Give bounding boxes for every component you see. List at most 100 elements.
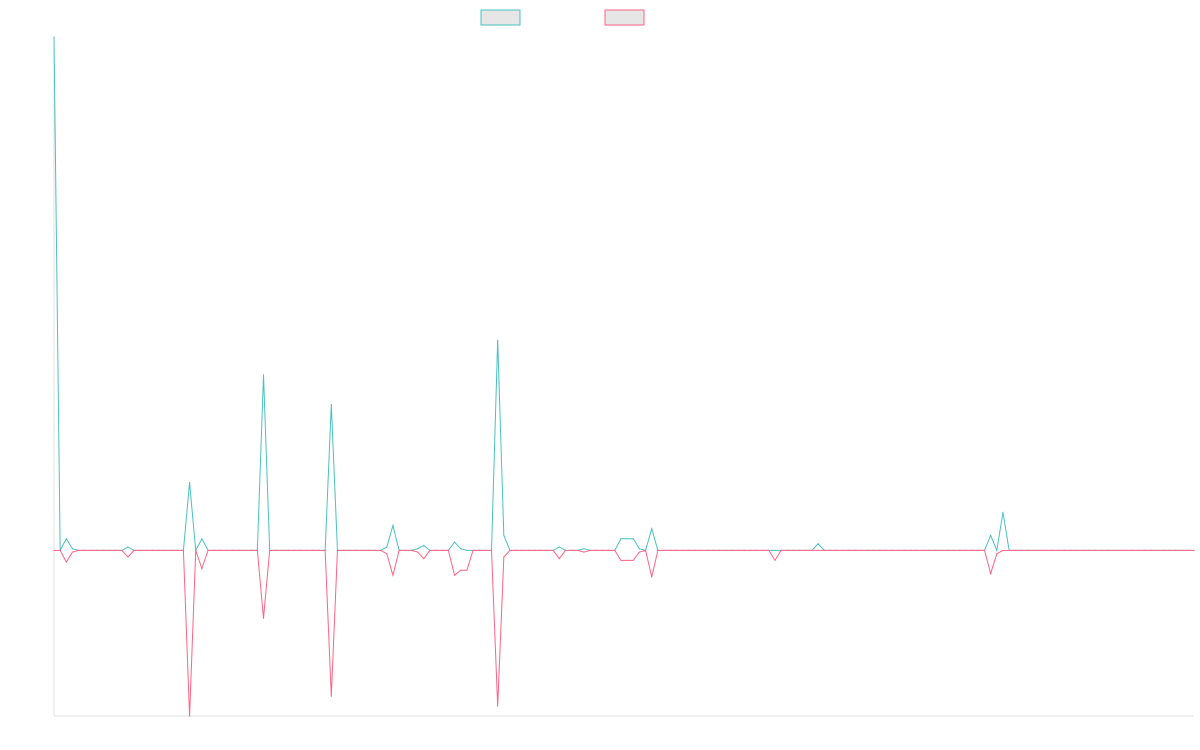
data-point[interactable] xyxy=(891,549,893,551)
data-point[interactable] xyxy=(835,549,838,551)
data-point[interactable] xyxy=(1119,549,1121,551)
data-point[interactable] xyxy=(534,549,536,551)
data-point[interactable] xyxy=(725,549,727,551)
data-point[interactable] xyxy=(244,549,246,551)
data-point[interactable] xyxy=(115,549,117,551)
data-point[interactable] xyxy=(688,549,690,551)
data-point[interactable] xyxy=(398,549,400,551)
data-point[interactable] xyxy=(324,549,326,551)
data-point[interactable] xyxy=(466,549,468,551)
data-point[interactable] xyxy=(355,549,357,551)
data-point[interactable] xyxy=(589,549,591,551)
data-point[interactable] xyxy=(959,549,961,551)
data-point[interactable] xyxy=(145,549,148,551)
data-point[interactable] xyxy=(170,549,172,551)
data-point[interactable] xyxy=(127,546,129,548)
data-point[interactable] xyxy=(503,556,505,558)
data-point[interactable] xyxy=(225,549,228,551)
data-point[interactable] xyxy=(872,549,875,551)
data-point[interactable] xyxy=(669,549,671,551)
data-point[interactable] xyxy=(71,548,74,550)
data-point[interactable] xyxy=(373,549,376,551)
data-point[interactable] xyxy=(1144,549,1146,551)
data-point[interactable] xyxy=(749,549,751,551)
data-point[interactable] xyxy=(472,549,474,551)
data-point[interactable] xyxy=(681,549,684,551)
data-point[interactable] xyxy=(638,551,641,553)
data-point[interactable] xyxy=(1057,549,1060,551)
data-point[interactable] xyxy=(392,574,394,576)
data-point[interactable] xyxy=(484,549,486,551)
data-point[interactable] xyxy=(983,549,986,551)
data-point[interactable] xyxy=(737,549,739,551)
data-point[interactable] xyxy=(497,705,499,707)
data-point[interactable] xyxy=(1076,549,1078,551)
data-point[interactable] xyxy=(108,549,111,551)
data-point[interactable] xyxy=(583,548,585,550)
data-point[interactable] xyxy=(275,549,277,551)
data-point[interactable] xyxy=(928,549,930,551)
data-point[interactable] xyxy=(595,549,597,551)
data-point[interactable] xyxy=(1113,549,1115,551)
data-point[interactable] xyxy=(447,549,449,551)
data-point[interactable] xyxy=(577,549,579,551)
data-point[interactable] xyxy=(786,549,788,551)
data-point[interactable] xyxy=(435,549,437,551)
data-point[interactable] xyxy=(423,544,425,547)
data-point[interactable] xyxy=(854,549,856,551)
data-point[interactable] xyxy=(121,549,123,551)
data-point[interactable] xyxy=(182,549,185,551)
data-point[interactable] xyxy=(848,549,850,551)
data-point[interactable] xyxy=(694,549,696,551)
data-point[interactable] xyxy=(971,549,973,551)
data-point[interactable] xyxy=(792,549,795,551)
data-point[interactable] xyxy=(102,549,104,551)
data-point[interactable] xyxy=(1008,549,1010,551)
data-point[interactable] xyxy=(293,549,295,551)
data-point[interactable] xyxy=(922,549,924,551)
data-point[interactable] xyxy=(885,549,887,551)
data-point[interactable] xyxy=(909,549,912,551)
data-point[interactable] xyxy=(712,549,714,551)
data-point[interactable] xyxy=(990,534,992,537)
data-point[interactable] xyxy=(1168,549,1170,551)
data-point[interactable] xyxy=(188,715,191,717)
data-point[interactable] xyxy=(349,549,351,551)
data-point[interactable] xyxy=(262,617,265,619)
data-point[interactable] xyxy=(657,549,659,551)
data-point[interactable] xyxy=(1020,549,1023,551)
data-point[interactable] xyxy=(774,549,776,551)
data-point[interactable] xyxy=(1125,549,1127,551)
data-point[interactable] xyxy=(306,549,308,551)
data-point[interactable] xyxy=(829,549,832,551)
data-point[interactable] xyxy=(651,528,653,530)
data-point[interactable] xyxy=(256,549,258,551)
data-point[interactable] xyxy=(65,561,67,563)
data-point[interactable] xyxy=(416,548,419,550)
data-point[interactable] xyxy=(1174,549,1177,551)
data-point[interactable] xyxy=(127,556,129,558)
data-point[interactable] xyxy=(996,549,998,551)
data-point[interactable] xyxy=(176,549,178,551)
data-point[interactable] xyxy=(601,549,604,551)
data-point[interactable] xyxy=(965,549,967,551)
data-point[interactable] xyxy=(65,538,67,540)
data-point[interactable] xyxy=(53,36,55,38)
data-point[interactable] xyxy=(262,374,265,376)
data-point[interactable] xyxy=(336,549,339,551)
data-point[interactable] xyxy=(478,549,480,551)
data-point[interactable] xyxy=(1100,549,1103,551)
data-point[interactable] xyxy=(903,549,905,551)
data-point[interactable] xyxy=(312,549,314,551)
data-point[interactable] xyxy=(842,549,844,551)
data-point[interactable] xyxy=(343,549,345,551)
data-point[interactable] xyxy=(583,551,585,553)
data-point[interactable] xyxy=(238,549,240,551)
data-point[interactable] xyxy=(768,549,770,551)
data-point[interactable] xyxy=(84,549,86,551)
legend-swatch-series-0[interactable] xyxy=(480,9,521,26)
data-point[interactable] xyxy=(164,549,166,551)
data-point[interactable] xyxy=(71,551,74,553)
data-point[interactable] xyxy=(318,549,320,551)
data-point[interactable] xyxy=(503,534,505,537)
